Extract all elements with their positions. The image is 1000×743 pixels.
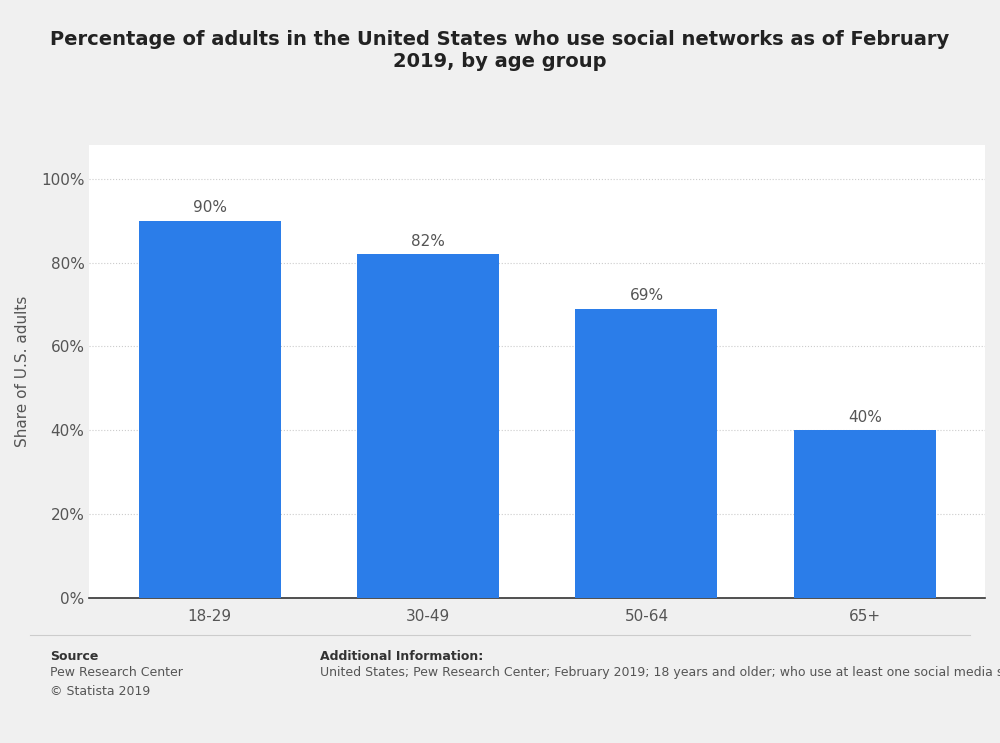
Text: 82%: 82%: [411, 234, 445, 249]
Bar: [357, 254, 499, 598]
Text: Additional Information:: Additional Information:: [320, 650, 483, 663]
Bar: [794, 430, 936, 598]
Text: United States; Pew Research Center; February 2019; 18 years and older; who use a: United States; Pew Research Center; Febr…: [320, 666, 1000, 679]
Text: 90%: 90%: [193, 201, 227, 215]
Text: 40%: 40%: [848, 410, 882, 425]
Bar: [575, 309, 717, 598]
Bar: [139, 221, 281, 598]
Text: Percentage of adults in the United States who use social networks as of February: Percentage of adults in the United State…: [50, 30, 950, 71]
Text: 69%: 69%: [629, 288, 664, 303]
Text: Pew Research Center
© Statista 2019: Pew Research Center © Statista 2019: [50, 666, 183, 698]
Text: Source: Source: [50, 650, 98, 663]
Y-axis label: Share of U.S. adults: Share of U.S. adults: [15, 296, 30, 447]
